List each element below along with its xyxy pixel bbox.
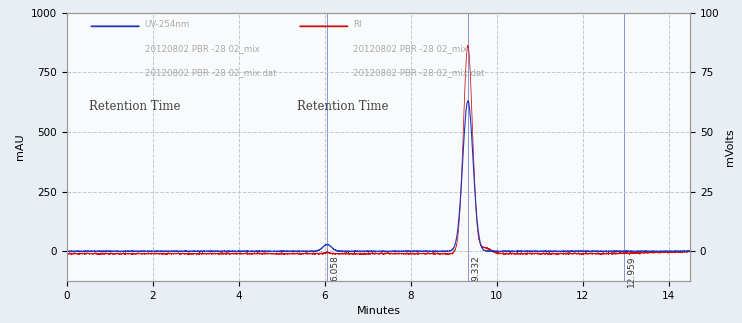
Text: 20120802 PBR -28 02_mix: 20120802 PBR -28 02_mix (145, 44, 260, 53)
Text: 9.332: 9.332 (471, 255, 480, 281)
Text: Retention Time: Retention Time (88, 100, 180, 113)
Y-axis label: mAU: mAU (16, 134, 25, 160)
Text: RI: RI (353, 20, 362, 29)
Y-axis label: mVolts: mVolts (725, 128, 735, 166)
Text: 20120802 PBR -28 02_mix.dat: 20120802 PBR -28 02_mix.dat (145, 68, 276, 77)
Text: 20120802 PBR -28 02_mix: 20120802 PBR -28 02_mix (353, 44, 468, 53)
Text: Retention Time: Retention Time (298, 100, 389, 113)
Text: 6.058: 6.058 (330, 255, 339, 281)
Text: UV-254nm: UV-254nm (145, 20, 190, 29)
Text: 20120802 PBR -28 02_mix.dat: 20120802 PBR -28 02_mix.dat (353, 68, 485, 77)
X-axis label: Minutes: Minutes (356, 306, 401, 316)
Text: 12.959: 12.959 (627, 255, 636, 287)
